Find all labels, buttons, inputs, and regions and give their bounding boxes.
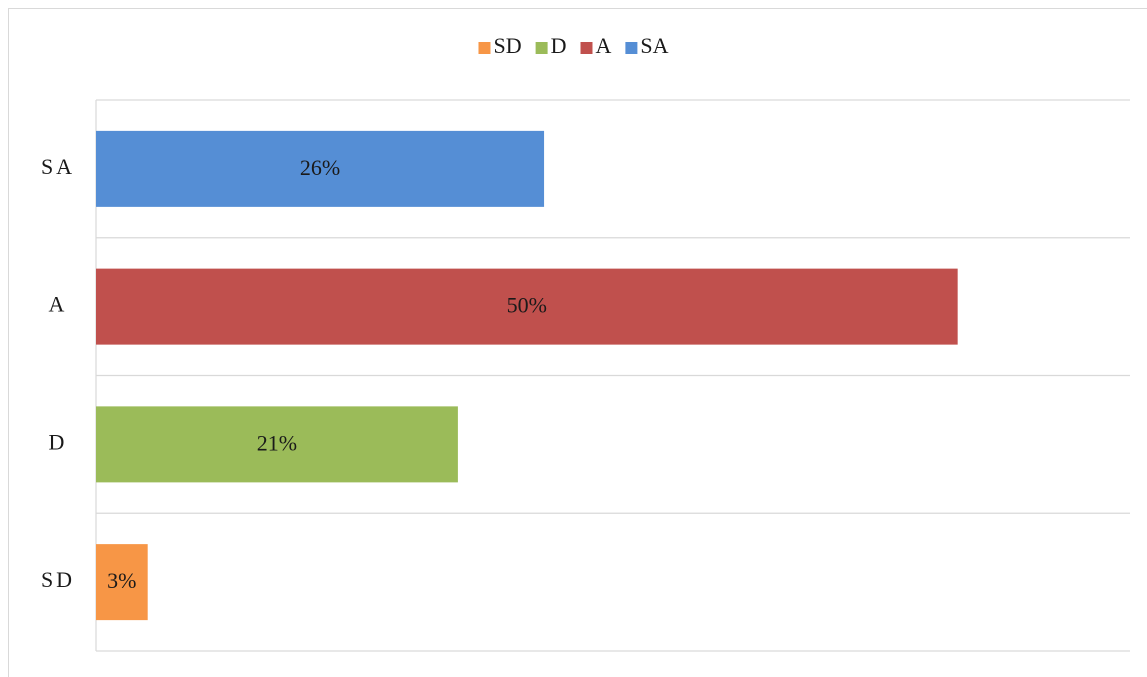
bar [96, 130, 545, 207]
y-tick-label: A [49, 292, 68, 317]
legend-swatch [535, 42, 548, 54]
y-tick-label: SA [41, 154, 75, 179]
legend-label: A [596, 33, 612, 58]
legend-label: D [551, 33, 567, 58]
y-tick-label: SD [41, 567, 75, 592]
data-label: 50% [507, 293, 547, 318]
y-tick-label: D [49, 429, 68, 454]
bar [96, 268, 958, 345]
legend-label: SA [640, 33, 668, 58]
bar [96, 544, 148, 621]
chart-border [8, 8, 1147, 677]
legend-swatch [580, 42, 593, 54]
legend: SD D A SA [478, 33, 669, 58]
legend-label: SD [493, 33, 521, 58]
legend-swatch [478, 42, 491, 54]
legend-swatch [625, 42, 638, 54]
bar [96, 406, 458, 483]
data-label: 21% [257, 430, 297, 455]
data-label: 26% [300, 155, 340, 180]
data-label: 3% [107, 568, 136, 593]
